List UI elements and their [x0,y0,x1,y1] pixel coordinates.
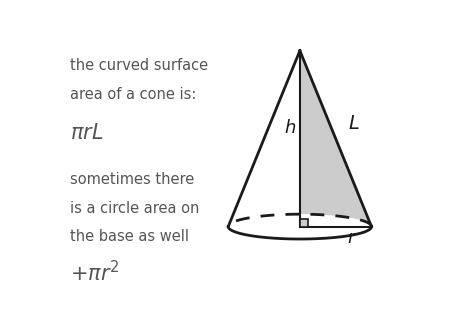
Polygon shape [300,51,372,226]
Text: the curved surface: the curved surface [70,58,209,74]
Text: sometimes there: sometimes there [70,172,194,187]
Text: h: h [284,119,295,137]
Ellipse shape [228,214,372,239]
Text: is a circle area on: is a circle area on [70,201,200,216]
Text: $\mathit{+ \pi r^2}$: $\mathit{+ \pi r^2}$ [70,260,120,286]
FancyBboxPatch shape [300,219,308,226]
Text: the base as well: the base as well [70,229,189,244]
Text: L: L [348,114,359,133]
Text: $\mathit{\pi r L}$: $\mathit{\pi r L}$ [70,123,104,143]
Text: r: r [348,229,355,247]
Text: area of a cone is:: area of a cone is: [70,87,197,102]
